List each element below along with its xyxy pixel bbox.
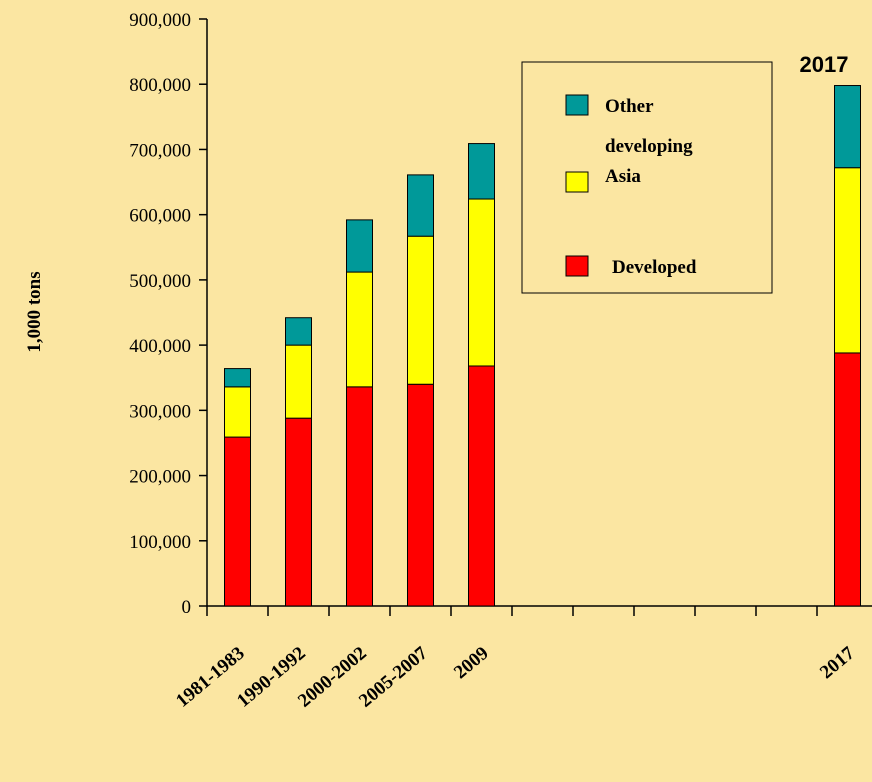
bar-segment xyxy=(285,417,312,607)
y-tick-label: 400,000 xyxy=(129,336,191,357)
bar-segment xyxy=(224,368,251,388)
y-tick-label: 600,000 xyxy=(129,206,191,227)
y-tick-label: 700,000 xyxy=(129,140,191,161)
y-tick-label: 500,000 xyxy=(129,271,191,292)
y-tick-label: 100,000 xyxy=(129,532,191,553)
legend-box xyxy=(521,61,773,294)
bar-segment xyxy=(468,143,495,200)
bar-segment xyxy=(834,167,861,354)
bar-segment xyxy=(468,198,495,367)
bar-segment xyxy=(346,271,373,388)
y-tick-label: 900,000 xyxy=(129,10,191,31)
y-tick-label: 800,000 xyxy=(129,75,191,96)
bar-segment xyxy=(468,365,495,607)
x-tick-label: 2009 xyxy=(450,643,493,684)
y-tick-label: 0 xyxy=(182,597,192,618)
annotation: 2017 xyxy=(800,52,849,77)
y-tick-label: 200,000 xyxy=(129,467,191,488)
legend-label: Developed xyxy=(612,257,697,278)
bar-segment xyxy=(224,386,251,438)
legend-swatch xyxy=(565,94,589,116)
x-tick-label: 2005-2007 xyxy=(355,642,432,711)
bar-segment xyxy=(285,317,312,346)
bar-segment xyxy=(834,85,861,169)
bar-segment xyxy=(834,352,861,607)
bar-segment xyxy=(224,436,251,607)
legend-label: Other xyxy=(605,96,654,117)
x-tick-label: 2017 xyxy=(816,642,859,683)
legend-swatch xyxy=(565,255,589,277)
y-tick-label: 300,000 xyxy=(129,401,191,422)
bar-segment xyxy=(346,219,373,273)
legend-label: developing Asia xyxy=(605,136,693,187)
bar-segment xyxy=(407,383,434,607)
bar-segment xyxy=(407,174,434,237)
bar-segment xyxy=(407,235,434,385)
y-axis-label: 1,000 tons xyxy=(24,271,45,352)
bar-segment xyxy=(285,344,312,419)
bar-segment xyxy=(346,386,373,607)
legend-swatch xyxy=(565,171,589,193)
